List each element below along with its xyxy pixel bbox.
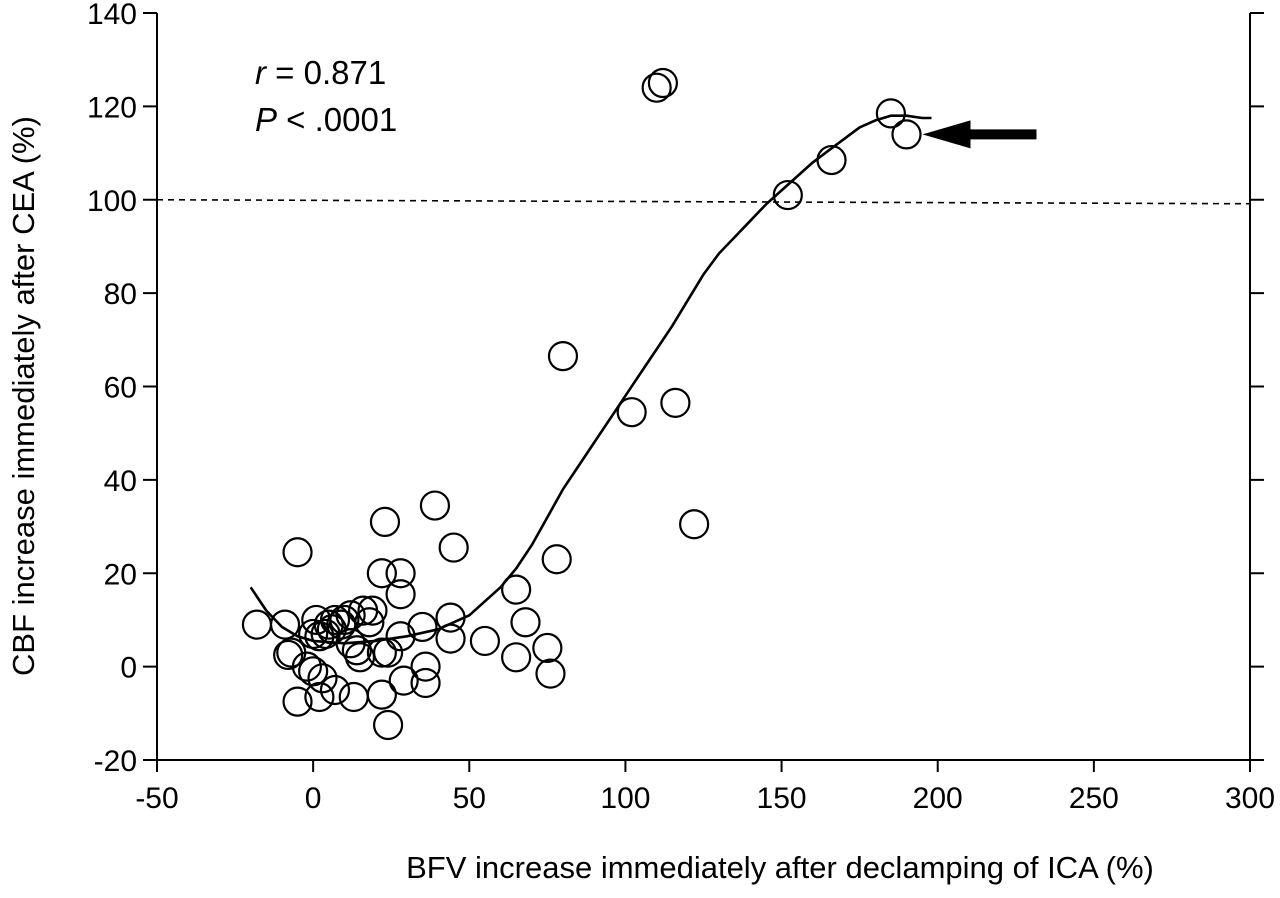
- arrow-annotation: [922, 120, 1037, 149]
- r-value: = 0.871: [266, 54, 386, 91]
- x-tick-label: -50: [135, 782, 178, 815]
- x-axis-title: BFV increase immediately after declampin…: [406, 850, 1154, 885]
- x-tick-label: 300: [1225, 782, 1275, 815]
- data-point: [385, 579, 416, 610]
- data-point: [372, 637, 404, 668]
- data-point: [660, 387, 691, 418]
- x-axis-ticks: -50 0 50 100 150 200 250 300: [135, 760, 1275, 815]
- data-point: [366, 558, 397, 589]
- p-symbol: P: [255, 101, 277, 138]
- p-value: < .0001: [277, 101, 397, 138]
- data-point: [319, 674, 351, 706]
- y-axis-ticks: -20 0 20 40 60 80 100 120 140: [87, 0, 1264, 778]
- data-points-layer: [241, 67, 922, 741]
- reference-line-100: [156, 198, 1251, 205]
- data-point: [435, 623, 466, 654]
- data-point: [541, 544, 572, 575]
- y-tick-label: -20: [94, 745, 137, 778]
- data-point: [366, 637, 397, 668]
- arrow-head: [922, 120, 971, 149]
- y-tick-label: 20: [104, 558, 137, 591]
- data-point: [388, 665, 419, 696]
- y-axis-title: CBF increase immediately after CEA (%): [6, 116, 41, 676]
- data-point: [385, 558, 416, 589]
- p-statistic: P < .0001: [255, 101, 397, 138]
- data-point: [547, 341, 579, 372]
- data-point: [891, 119, 922, 150]
- reference-line-layer: [156, 198, 1251, 205]
- data-point: [410, 651, 441, 682]
- data-point: [816, 144, 847, 176]
- y-tick-label: 0: [120, 652, 137, 685]
- data-point: [338, 681, 369, 713]
- data-point: [329, 604, 360, 636]
- data-point: [407, 611, 438, 643]
- data-point: [532, 632, 563, 664]
- data-point: [679, 509, 710, 540]
- data-point: [438, 532, 469, 563]
- y-tick-label: 120: [87, 91, 137, 124]
- r-symbol: r: [255, 54, 268, 91]
- x-tick-label: 200: [913, 782, 963, 815]
- x-tick-label: 150: [757, 782, 807, 815]
- data-point: [282, 686, 313, 717]
- data-point: [410, 667, 441, 699]
- data-point: [501, 642, 532, 673]
- data-point: [313, 609, 344, 640]
- data-point: [647, 67, 679, 99]
- r-statistic: r = 0.871: [255, 54, 386, 91]
- y-tick-label: 40: [104, 465, 137, 498]
- data-point: [616, 397, 647, 428]
- data-point: [641, 72, 672, 103]
- arrow-shaft: [962, 129, 1037, 140]
- x-tick-label: 250: [1069, 782, 1119, 815]
- data-point: [875, 98, 906, 129]
- data-point: [372, 709, 404, 741]
- data-point: [291, 651, 322, 682]
- y-tick-label: 60: [104, 372, 137, 405]
- fit-curve-layer: [249, 114, 932, 645]
- data-point: [435, 602, 466, 633]
- y-tick-label: 80: [104, 278, 137, 311]
- data-point: [269, 609, 301, 640]
- data-point: [354, 607, 385, 638]
- x-tick-label: 0: [305, 782, 322, 815]
- data-point: [510, 607, 541, 638]
- data-point: [357, 595, 388, 626]
- data-point: [469, 625, 500, 657]
- data-point: [535, 658, 566, 689]
- data-point: [304, 681, 335, 713]
- data-point: [772, 179, 803, 211]
- data-point: [282, 537, 313, 568]
- data-point: [241, 609, 273, 640]
- fit-curve: [249, 114, 932, 645]
- x-tick-label: 100: [600, 782, 650, 815]
- data-point: [273, 639, 304, 671]
- data-point: [307, 663, 338, 694]
- y-tick-label: 140: [87, 0, 137, 31]
- data-point: [366, 679, 397, 710]
- data-point: [419, 490, 451, 521]
- data-point: [319, 604, 351, 636]
- x-tick-label: 50: [453, 782, 486, 815]
- data-point: [369, 506, 401, 537]
- data-point: [501, 574, 532, 605]
- y-tick-label: 100: [87, 185, 137, 218]
- data-point: [385, 621, 416, 652]
